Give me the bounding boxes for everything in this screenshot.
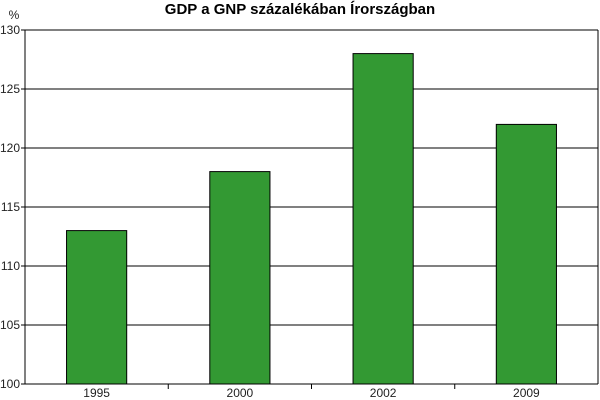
- chart-title: GDP a GNP százalékában Írországban: [164, 1, 436, 18]
- axes: [21, 29, 599, 389]
- bar-2002: [352, 53, 414, 385]
- y-tick-label: 100: [0, 377, 20, 391]
- x-tick-label: 2000: [227, 386, 254, 400]
- x-tick-label: 2002: [370, 386, 397, 400]
- y-tick-label: 130: [0, 23, 20, 37]
- y-tick-label: 115: [1, 200, 20, 214]
- y-tick-label: 120: [0, 141, 20, 155]
- y-tick-label: 125: [0, 82, 20, 96]
- x-tick-label: 2009: [513, 386, 540, 400]
- y-axis-unit-label: %: [9, 8, 20, 22]
- tick-labels: 100 105 110 115 120 125 130 1995 2000 2002 2009: [0, 23, 540, 400]
- y-tick-label: 110: [1, 259, 20, 273]
- y-tick-label: 105: [0, 318, 20, 332]
- bar-1995: [66, 230, 128, 385]
- bars: [66, 53, 557, 385]
- bar-2009: [495, 123, 557, 385]
- bar-2000: [209, 171, 271, 385]
- x-tick-label: 1995: [83, 386, 110, 400]
